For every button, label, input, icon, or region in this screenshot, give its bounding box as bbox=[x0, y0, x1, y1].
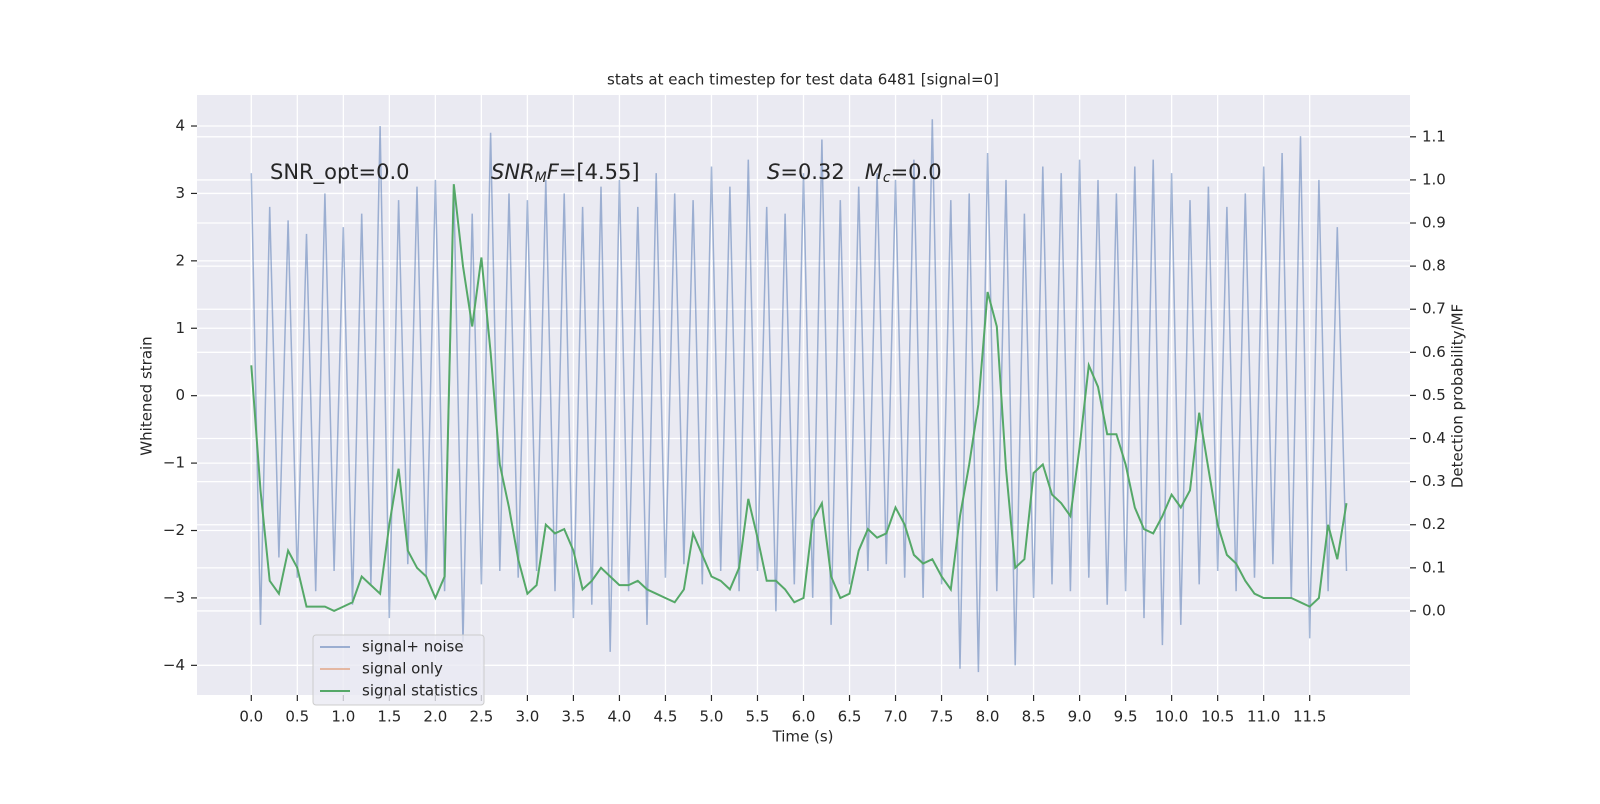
annotation: SNRMF=[4.55] bbox=[491, 160, 640, 186]
y2-axis-label: Detection probability/MF bbox=[1449, 304, 1467, 488]
legend-label: signal+ noise bbox=[362, 638, 464, 656]
x-tick-label: 5.5 bbox=[746, 708, 770, 726]
y2-tick-label: 0.8 bbox=[1422, 257, 1446, 275]
x-tick-label: 2.0 bbox=[423, 708, 447, 726]
x-tick-label: 3.5 bbox=[561, 708, 585, 726]
y-tick-label: −4 bbox=[163, 656, 185, 674]
x-tick-label: 7.5 bbox=[930, 708, 954, 726]
y-tick-label: 2 bbox=[175, 251, 185, 269]
x-tick-label: 6.5 bbox=[838, 708, 862, 726]
annotation: S=0.32 Mc=0.0 bbox=[767, 160, 942, 186]
y-tick-label: 1 bbox=[175, 319, 185, 337]
x-tick-label: 4.0 bbox=[608, 708, 632, 726]
y2-tick-label: 0.5 bbox=[1422, 386, 1446, 404]
y-tick-label: −1 bbox=[163, 454, 185, 472]
y-tick-label: 0 bbox=[175, 386, 185, 404]
x-tick-label: 7.0 bbox=[884, 708, 908, 726]
x-tick-label: 9.5 bbox=[1114, 708, 1138, 726]
y-tick-label: 4 bbox=[175, 117, 185, 135]
y2-tick-label: 0.9 bbox=[1422, 214, 1446, 232]
annotation-part: SNR_opt=0.0 bbox=[270, 160, 410, 185]
x-tick-label: 11.5 bbox=[1293, 708, 1326, 726]
x-tick-label: 6.0 bbox=[792, 708, 816, 726]
annotation-part: =0.0 bbox=[891, 160, 942, 184]
annotation-part: =[4.55] bbox=[559, 160, 640, 184]
x-tick-label: 9.0 bbox=[1068, 708, 1092, 726]
x-axis-label: Time (s) bbox=[772, 728, 834, 746]
y2-tick-label: 0.7 bbox=[1422, 300, 1446, 318]
annotation-part: M bbox=[865, 160, 883, 184]
y2-tick-label: 0.6 bbox=[1422, 343, 1446, 361]
annotation-part: S bbox=[767, 160, 780, 184]
annotation-part: F bbox=[547, 160, 560, 184]
annotation-part: SNR bbox=[491, 160, 535, 184]
x-tick-label: 10.0 bbox=[1155, 708, 1188, 726]
x-tick-label: 8.5 bbox=[1022, 708, 1046, 726]
legend-box bbox=[312, 634, 485, 706]
x-tick-label: 10.5 bbox=[1201, 708, 1234, 726]
statistics-line bbox=[250, 184, 1348, 613]
x-tick-label: 11.0 bbox=[1247, 708, 1280, 726]
y-tick-label: −3 bbox=[163, 588, 185, 606]
x-tick-label: 1.5 bbox=[377, 708, 401, 726]
x-tick-label: 2.5 bbox=[469, 708, 493, 726]
strain-line bbox=[250, 119, 1348, 673]
y2-tick-label: 1.0 bbox=[1422, 170, 1446, 188]
x-tick-label: 3.0 bbox=[515, 708, 539, 726]
y2-tick-label: 0.0 bbox=[1422, 601, 1446, 619]
y2-tick-label: 0.1 bbox=[1422, 558, 1446, 576]
y-tick-label: 3 bbox=[175, 184, 185, 202]
y-tick-label: −2 bbox=[163, 521, 185, 539]
y2-tick-label: 0.3 bbox=[1422, 472, 1446, 490]
y2-tick-label: 0.2 bbox=[1422, 515, 1446, 533]
y2-tick-label: 0.4 bbox=[1422, 429, 1446, 447]
x-tick-label: 1.0 bbox=[331, 708, 355, 726]
annotation-part: M bbox=[535, 170, 547, 186]
x-tick-label: 8.0 bbox=[976, 708, 1000, 726]
legend-label: signal only bbox=[362, 660, 443, 678]
annotation: SNR_opt=0.0 bbox=[270, 160, 410, 185]
x-tick-label: 0.5 bbox=[285, 708, 309, 726]
axes: 0.0 0.5 1.0 1.5 2.0 2.5 3.0 3.5 4.0 4.5 5.0 5.5 6.0 6… bbox=[163, 117, 1446, 726]
chart-title: stats at each timestep for test data 648… bbox=[607, 71, 999, 89]
marks bbox=[250, 119, 1348, 673]
annotation-part: c bbox=[883, 170, 891, 186]
y-axis-label: Whitened strain bbox=[138, 336, 156, 455]
x-tick-label: 5.0 bbox=[700, 708, 724, 726]
y2-tick-label: 1.1 bbox=[1422, 127, 1446, 145]
x-tick-label: 4.5 bbox=[654, 708, 678, 726]
legend-label: signal statistics bbox=[362, 682, 478, 700]
legend: signal+ noise signal only signal statistic… bbox=[312, 634, 485, 706]
x-tick-label: 0.0 bbox=[239, 708, 263, 726]
annotation-part: =0.32 bbox=[780, 160, 864, 184]
